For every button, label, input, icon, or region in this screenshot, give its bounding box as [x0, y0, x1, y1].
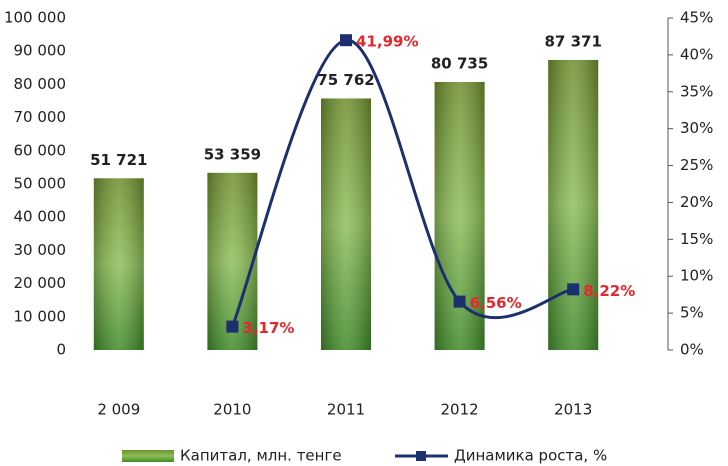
y-tick-label: 0	[56, 341, 66, 359]
y2-tick-label: 25%	[680, 156, 713, 174]
bar-value-label: 87 371	[544, 32, 601, 50]
line-marker	[340, 34, 352, 47]
y2-tick-label: 45%	[680, 9, 713, 27]
bar-value-label: 75 762	[317, 71, 374, 89]
legend-swatch	[416, 451, 426, 461]
y-tick-label: 80 000	[14, 75, 67, 93]
legend-label: Капитал, млн. тенге	[180, 447, 342, 465]
bar-value-label: 53 359	[204, 145, 261, 163]
line	[231, 38, 574, 328]
line-value-label: 8,22%	[583, 282, 635, 300]
y-tick-label: 20 000	[14, 274, 67, 292]
y-tick-label: 100 000	[4, 9, 66, 27]
line-value-label: 6,56%	[470, 294, 522, 312]
x-tick-label: 2012	[441, 401, 479, 419]
y2-tick-label: 0%	[680, 341, 704, 359]
line-marker	[567, 283, 580, 296]
bar-value-label: 51 721	[90, 151, 147, 169]
legend-swatch	[122, 450, 174, 462]
x-tick-label: 2013	[554, 401, 592, 419]
x-tick-label: 2010	[213, 401, 251, 419]
bar-shade	[207, 172, 258, 350]
line-marker	[453, 295, 466, 308]
y2-tick-label: 20%	[680, 193, 713, 211]
y2-tick-label: 35%	[680, 82, 713, 100]
line-marker	[226, 320, 239, 333]
bar-shade	[548, 59, 599, 350]
x-tick-label: 2011	[327, 401, 365, 419]
bar-value-label: 80 735	[431, 54, 488, 72]
y-tick-label: 40 000	[14, 208, 67, 226]
x-tick-label: 2 009	[97, 401, 140, 419]
y2-tick-label: 40%	[680, 45, 713, 63]
y2-tick-label: 30%	[680, 119, 713, 137]
y-tick-label: 70 000	[14, 108, 67, 126]
y-tick-label: 30 000	[14, 241, 67, 259]
y-tick-label: 90 000	[14, 42, 67, 60]
y2-tick-label: 5%	[680, 304, 704, 322]
bar-shade	[93, 178, 144, 350]
y-tick-label: 10 000	[14, 307, 67, 325]
bar-shade	[321, 98, 371, 351]
legend-label: Динамика роста, %	[454, 447, 607, 465]
y2-tick-label: 15%	[680, 230, 713, 248]
line-value-label: 3,17%	[242, 319, 294, 337]
y-tick-label: 60 000	[14, 141, 67, 159]
line-value-label: 41,99%	[356, 33, 418, 51]
y-tick-label: 50 000	[14, 175, 67, 193]
y2-tick-label: 10%	[680, 267, 713, 285]
